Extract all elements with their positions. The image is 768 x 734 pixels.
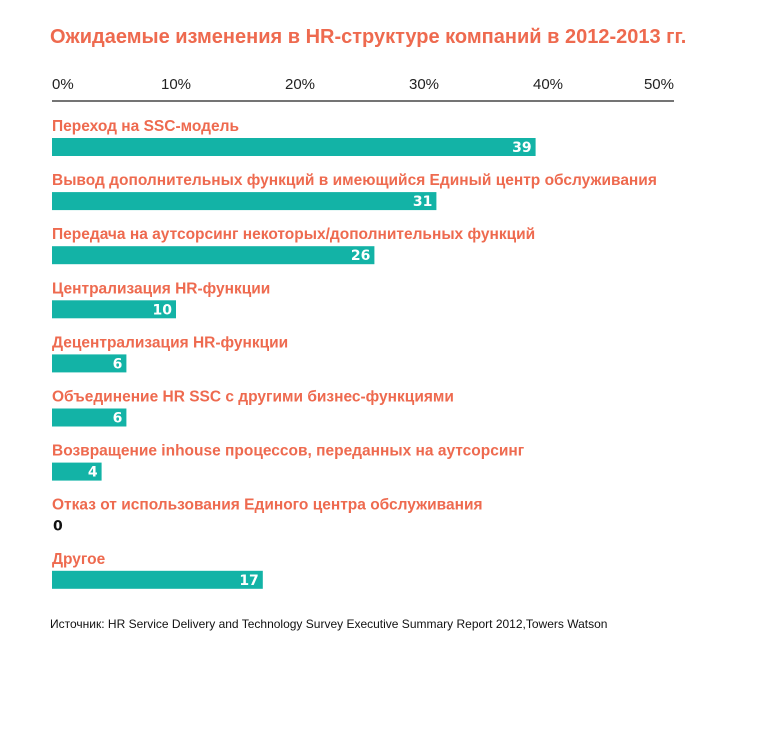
category-label: Передача на аутсорсинг некоторых/дополни… [52, 226, 535, 243]
data-label: 31 [413, 194, 432, 210]
data-label: 17 [239, 573, 258, 589]
category-label: Отказ от использования Единого центра об… [52, 497, 483, 514]
x-tick-label: 20% [285, 76, 315, 93]
category-label: Объединение HR SSC с другими бизнес-функ… [52, 389, 454, 406]
data-label: 4 [88, 465, 98, 481]
x-tick-label: 30% [409, 76, 439, 93]
category-label: Другое [52, 551, 106, 568]
data-label: 0 [53, 519, 63, 535]
bar [52, 462, 102, 481]
chart-title: Ожидаемые изменения в HR-структуре компа… [50, 26, 687, 48]
x-tick-label: 10% [161, 76, 191, 93]
data-label: 26 [351, 248, 370, 264]
data-label: 6 [113, 411, 123, 427]
bar [52, 354, 127, 373]
data-label: 39 [512, 140, 531, 156]
bar [52, 138, 536, 156]
category-label: Возвращение inhouse процессов, переданны… [52, 443, 525, 460]
category-label: Централизация HR-функции [52, 280, 270, 297]
category-label: Децентрализация HR-функции [52, 334, 288, 351]
bar [52, 570, 263, 589]
data-label: 6 [113, 356, 123, 372]
bar [52, 300, 176, 319]
source-note: Источник: HR Service Delivery and Techno… [50, 617, 608, 631]
x-tick-label: 50% [644, 76, 674, 93]
bar [52, 408, 127, 427]
data-label: 10 [153, 302, 173, 318]
bar [52, 192, 437, 211]
bar [52, 246, 375, 265]
category-label: Вывод дополнительных функций в имеющийся… [52, 172, 657, 189]
x-tick-label: 0% [52, 76, 74, 93]
category-label: Переход на SSC-модель [52, 118, 239, 135]
x-tick-label: 40% [533, 76, 563, 93]
